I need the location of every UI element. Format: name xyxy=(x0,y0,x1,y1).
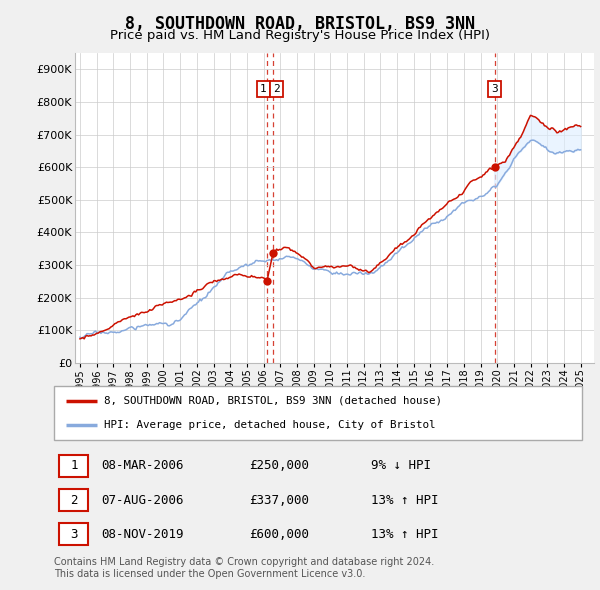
Text: Price paid vs. HM Land Registry's House Price Index (HPI): Price paid vs. HM Land Registry's House … xyxy=(110,30,490,42)
Text: £250,000: £250,000 xyxy=(250,460,310,473)
Text: 08-NOV-2019: 08-NOV-2019 xyxy=(101,527,184,540)
Text: 1: 1 xyxy=(70,460,77,473)
Text: 3: 3 xyxy=(491,84,498,94)
Text: Contains HM Land Registry data © Crown copyright and database right 2024.
This d: Contains HM Land Registry data © Crown c… xyxy=(54,557,434,579)
FancyBboxPatch shape xyxy=(59,489,88,512)
Text: 9% ↓ HPI: 9% ↓ HPI xyxy=(371,460,431,473)
Text: 2: 2 xyxy=(70,493,77,507)
Text: 3: 3 xyxy=(70,527,77,540)
Text: 8, SOUTHDOWN ROAD, BRISTOL, BS9 3NN: 8, SOUTHDOWN ROAD, BRISTOL, BS9 3NN xyxy=(125,15,475,33)
Text: 08-MAR-2006: 08-MAR-2006 xyxy=(101,460,184,473)
Text: £337,000: £337,000 xyxy=(250,493,310,507)
Text: 07-AUG-2006: 07-AUG-2006 xyxy=(101,493,184,507)
FancyBboxPatch shape xyxy=(59,454,88,477)
Text: £600,000: £600,000 xyxy=(250,527,310,540)
Text: 13% ↑ HPI: 13% ↑ HPI xyxy=(371,493,438,507)
FancyBboxPatch shape xyxy=(54,386,582,440)
Text: 8, SOUTHDOWN ROAD, BRISTOL, BS9 3NN (detached house): 8, SOUTHDOWN ROAD, BRISTOL, BS9 3NN (det… xyxy=(104,396,442,406)
Text: 1: 1 xyxy=(260,84,267,94)
Text: 13% ↑ HPI: 13% ↑ HPI xyxy=(371,527,438,540)
Text: 2: 2 xyxy=(273,84,280,94)
Text: HPI: Average price, detached house, City of Bristol: HPI: Average price, detached house, City… xyxy=(104,420,436,430)
FancyBboxPatch shape xyxy=(59,523,88,545)
